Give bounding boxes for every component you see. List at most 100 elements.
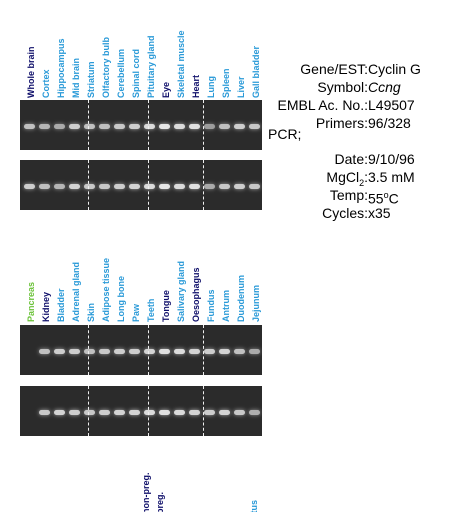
mgcl-value: 3.5 mM [368, 169, 415, 185]
gel-band [159, 184, 170, 189]
tissue-label [208, 455, 220, 512]
gel-band [24, 124, 35, 129]
tissue-label: Adrenal gland [71, 261, 81, 322]
tissue-label: Cerebellum [116, 48, 126, 98]
embl-key: EMBL Ac. No.: [277, 97, 368, 113]
gel-band [219, 349, 230, 354]
gel-divider [203, 386, 204, 436]
gel-band [234, 184, 245, 189]
temp-row: Temp: 55oC [266, 186, 446, 207]
tissue-label: lon [73, 455, 85, 512]
tissue-label [181, 455, 193, 512]
tissue-label [113, 455, 125, 512]
gel-band [99, 124, 110, 129]
date-key: Date: [334, 151, 368, 167]
gel-band [54, 124, 65, 129]
gel-band [174, 124, 185, 129]
panel2-gel-bottom [20, 386, 262, 436]
gel-band [69, 124, 80, 129]
tissue-label: Skeletal muscle [176, 30, 186, 98]
gel-band [99, 184, 110, 189]
panel1-labels: Whole brain Cortex Hippocampus Mid brain Str… [20, 18, 262, 98]
gel-band [84, 410, 95, 415]
gel-band [39, 410, 50, 415]
tissue-label: Paw [131, 303, 141, 322]
tissue-label: Teeth [146, 298, 156, 322]
tissue-label [221, 455, 233, 512]
gel-band [99, 349, 110, 354]
tissue-label [100, 455, 112, 512]
temp-number: 55 [368, 190, 384, 207]
gel-divider [147, 160, 149, 210]
gel-band [24, 184, 35, 189]
tissue-label: Long bone [116, 276, 126, 322]
symbol-key: Symbol: [317, 79, 368, 95]
gel-band [114, 349, 125, 354]
primers-key: Primers: [315, 115, 368, 131]
tissue-label: l [235, 455, 247, 512]
gel-band [204, 124, 215, 129]
panel2-gel-top [20, 325, 262, 375]
tissue-label: Heart [191, 74, 201, 98]
date-value: 9/10/96 [368, 151, 415, 167]
gel-divider [87, 386, 89, 436]
gel-band [174, 184, 185, 189]
gel-band [144, 349, 155, 354]
cycles-row: Cycles: x35 [266, 204, 446, 222]
gene-key: Gene/EST: [300, 61, 368, 77]
mgcl-key: MgCl2: [266, 168, 368, 188]
panel1-gel-bottom [20, 160, 262, 210]
gel-band [39, 184, 50, 189]
gel-band [144, 184, 155, 189]
embl-row: EMBL Ac. No.: L49507 [266, 96, 446, 114]
gel-band [114, 184, 125, 189]
gel-band [189, 349, 200, 354]
gel-band [159, 349, 170, 354]
panel3-labels: onlonx land non-preg.land preg. mis ln foet… [20, 455, 262, 512]
gel-band [114, 410, 125, 415]
tissue-label: Olfactory bulb [101, 36, 111, 98]
date-row: Date: 9/10/96 [266, 150, 446, 168]
mgcl-colon: : [364, 169, 368, 185]
symbol-value: Ccng [368, 79, 401, 95]
gel-band [204, 184, 215, 189]
gel-divider [87, 160, 89, 210]
gel-band [144, 410, 155, 415]
gel-band [129, 184, 140, 189]
gel-band [114, 124, 125, 129]
tissue-label: n foetus [248, 455, 260, 512]
tissue-label: Kidney [41, 291, 51, 322]
panel1-gel-top [20, 100, 262, 150]
gel-band [249, 124, 260, 129]
temp-value: 55oC [368, 186, 446, 207]
gel-band [234, 349, 245, 354]
cycles-key: Cycles: [322, 205, 368, 221]
gel-divider [203, 325, 204, 375]
tissue-label: Antrum [221, 290, 231, 322]
gel-band [54, 184, 65, 189]
tissue-label: Bladder [56, 288, 66, 322]
pcr-label: PCR; [268, 126, 302, 142]
mgcl-subscript: 2 [359, 177, 365, 188]
gel-band [129, 124, 140, 129]
gel-band [234, 124, 245, 129]
tissue-label: Whole brain [26, 46, 36, 99]
embl-value: L49507 [368, 97, 415, 113]
gel-divider [147, 386, 149, 436]
gel-band [189, 184, 200, 189]
symbol-row: Symbol: Ccng [266, 78, 446, 96]
tissue-label: Hippocampus [56, 38, 66, 98]
temp-unit: C [388, 190, 399, 207]
gel-band [249, 349, 260, 354]
tissue-label: x [86, 455, 98, 512]
tissue-label: mis [194, 455, 206, 512]
gel-band [234, 410, 245, 415]
tissue-label: Mid brain [71, 58, 81, 98]
gel-band [84, 349, 95, 354]
gel-band [174, 349, 185, 354]
tissue-label: Pancreas [26, 281, 36, 322]
gel-band [249, 410, 260, 415]
tissue-label: Striatum [86, 61, 96, 98]
gel-band [39, 349, 50, 354]
tissue-label: Fundus [206, 289, 216, 323]
